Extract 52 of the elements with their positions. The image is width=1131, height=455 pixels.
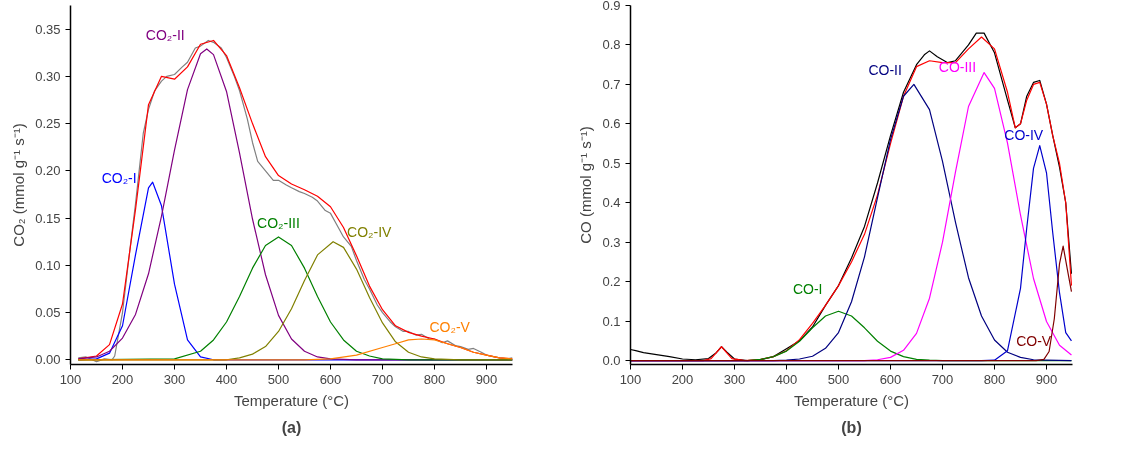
series-label: CO₂-III bbox=[257, 214, 300, 231]
y-tick-label: 0.7 bbox=[602, 76, 621, 92]
x-tick-label: 900 bbox=[1035, 371, 1058, 387]
series-label: CO-IV bbox=[1004, 126, 1044, 143]
y-tick-label: 0.4 bbox=[602, 195, 621, 211]
text: (b) bbox=[841, 418, 862, 436]
x-tick-label: 400 bbox=[215, 371, 238, 387]
y-tick-label: 0.35 bbox=[35, 21, 61, 37]
x-tick-label: 700 bbox=[371, 371, 394, 387]
x-tick-label: 100 bbox=[619, 371, 642, 387]
y-tick-label: 0.3 bbox=[602, 234, 621, 250]
series-label: CO₂-IV bbox=[347, 223, 393, 240]
y-tick-label: 0.20 bbox=[35, 163, 61, 179]
x-tick-label: 800 bbox=[423, 371, 446, 387]
y-tick-label: 0.10 bbox=[35, 257, 61, 273]
series-label: CO₂-I bbox=[101, 170, 137, 187]
series-label: CO₂-V bbox=[429, 318, 471, 335]
x-tick-label: 300 bbox=[163, 371, 186, 387]
y-tick-label: 0.9 bbox=[602, 0, 621, 13]
x-tick-label: 600 bbox=[319, 371, 342, 387]
x-tick-label: 300 bbox=[723, 371, 746, 387]
y-tick-label: 0.30 bbox=[35, 68, 61, 84]
text: (a) bbox=[281, 418, 302, 436]
x-tick-label: 800 bbox=[983, 371, 1006, 387]
y-tick-label: 0.8 bbox=[602, 37, 621, 53]
series-label: CO-I bbox=[792, 281, 823, 298]
y-tick-label: 0.25 bbox=[35, 116, 61, 132]
series-label: CO-III bbox=[938, 58, 977, 75]
y-axis-title: CO (mmol g⁻¹ s⁻¹) bbox=[577, 126, 595, 244]
y-tick-label: 0.0 bbox=[602, 353, 621, 369]
x-tick-label: 200 bbox=[671, 371, 694, 387]
x-axis-title: Temperature (°C) bbox=[233, 391, 350, 409]
series-label: CO-V bbox=[1016, 333, 1052, 350]
x-tick-label: 600 bbox=[879, 371, 902, 387]
x-tick-label: 500 bbox=[827, 371, 850, 387]
y-axis-title: CO₂ (mmol g⁻¹ s⁻¹) bbox=[10, 123, 28, 247]
series-label: CO₂-II bbox=[145, 26, 185, 43]
x-tick-label: 500 bbox=[267, 371, 290, 387]
y-tick-label: 0.15 bbox=[35, 210, 61, 226]
x-axis-title: Temperature (°C) bbox=[793, 391, 910, 409]
y-tick-label: 0.5 bbox=[602, 155, 621, 171]
x-tick-label: 900 bbox=[475, 371, 498, 387]
y-tick-label: 0.6 bbox=[602, 116, 621, 132]
y-tick-label: 0.1 bbox=[602, 313, 621, 329]
x-tick-label: 700 bbox=[931, 371, 954, 387]
series-label: CO-II bbox=[868, 62, 902, 79]
x-tick-label: 100 bbox=[59, 371, 82, 387]
y-tick-label: 0.2 bbox=[602, 274, 621, 290]
y-tick-label: 0.00 bbox=[35, 352, 61, 368]
y-tick-label: 0.05 bbox=[35, 305, 61, 321]
x-tick-label: 400 bbox=[775, 371, 798, 387]
x-tick-label: 200 bbox=[111, 371, 134, 387]
